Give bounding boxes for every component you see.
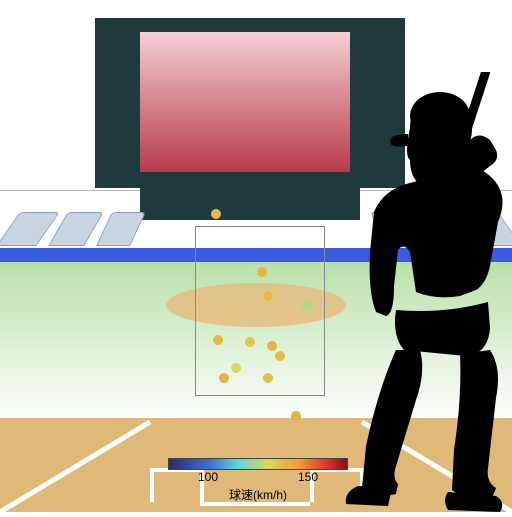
pitch-marker — [211, 209, 221, 219]
pitch-marker — [231, 363, 241, 373]
colorbar-label: 球速(km/h) — [168, 486, 348, 503]
pitch-marker — [263, 373, 273, 383]
pitch-marker — [245, 337, 255, 347]
colorbar-tick: 150 — [298, 470, 318, 484]
plate-line-vert — [150, 468, 154, 502]
pitch-marker — [213, 335, 223, 345]
stage: 100 150 球速(km/h) — [0, 0, 512, 512]
speed-colorbar: 100 150 球速(km/h) — [168, 458, 348, 503]
pitch-marker — [267, 341, 277, 351]
pitch-marker — [257, 267, 267, 277]
strike-zone — [195, 226, 325, 396]
pitch-marker — [275, 351, 285, 361]
pitch-marker — [219, 373, 229, 383]
colorbar-gradient — [168, 458, 348, 470]
colorbar-ticks: 100 150 — [168, 470, 348, 484]
pitch-marker — [291, 411, 301, 421]
batter-silhouette — [310, 72, 512, 512]
colorbar-tick: 100 — [198, 470, 218, 484]
pitch-marker — [263, 291, 273, 301]
